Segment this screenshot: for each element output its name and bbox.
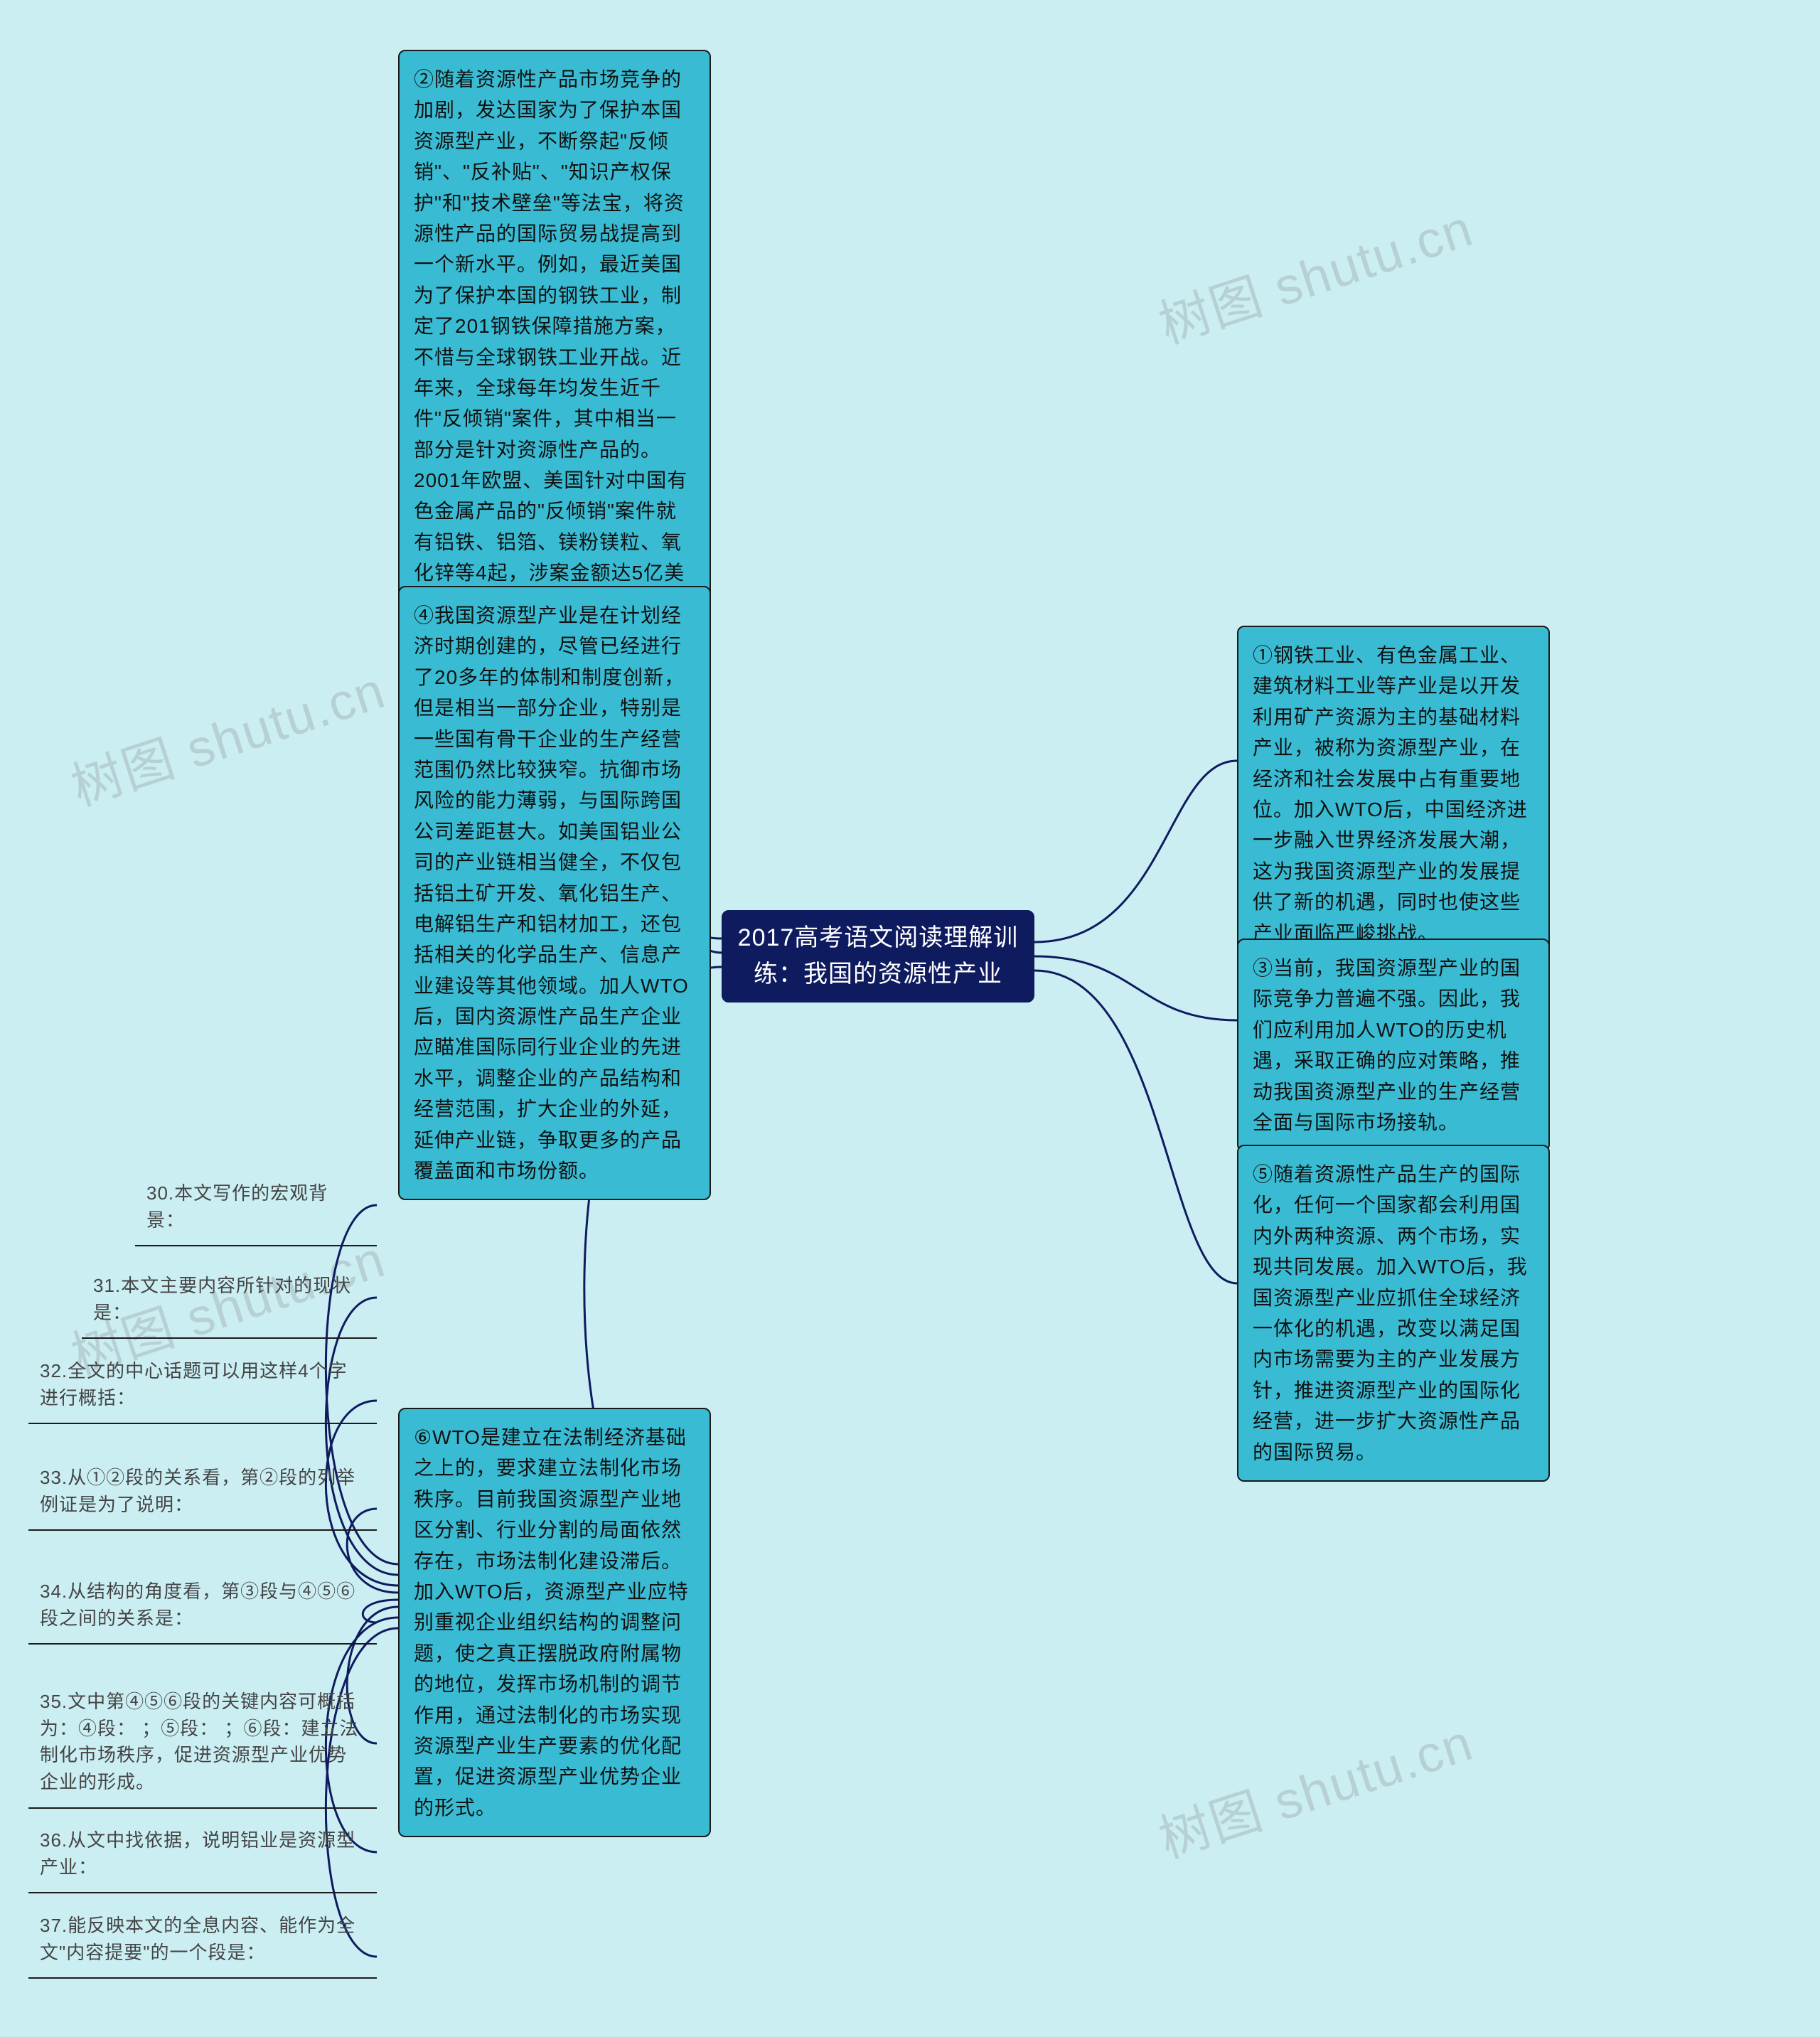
edge-p6-q31 (326, 1298, 398, 1575)
leaf-node-q37: 37.能反映本文的全息内容、能作为全文"内容提要"的一个段是： (28, 1905, 377, 1979)
watermark: 树图 shutu.cn (1148, 1701, 1481, 1872)
branch-node-p5: ⑤随着资源性产品生产的国际化，任何一个国家都会利用国内外两种资源、两个市场，实现… (1237, 1145, 1550, 1482)
leaf-node-q34: 34.从结构的角度看，第③段与④⑤⑥段之间的关系是： (28, 1571, 377, 1645)
branch-node-p4: ④我国资源型产业是在计划经济时期创建的，尽管已经进行了20多年的体制和制度创新，… (398, 586, 711, 1200)
leaf-node-q36: 36.从文中找依据，说明铝业是资源型产业： (28, 1820, 377, 1893)
edge-root-p3 (1034, 956, 1237, 1020)
center-node: 2017高考语文阅读理解训练：我国的资源性产业 (722, 910, 1034, 1003)
leaf-node-q31: 31.本文主要内容所针对的现状是： (82, 1266, 377, 1339)
leaf-node-q35: 35.文中第④⑤⑥段的关键内容可概括为：④段： ；⑤段： ；⑥段：建立法制化市场… (28, 1682, 377, 1809)
leaf-node-q33: 33.从①②段的关系看，第②段的列举例证是为了说明： (28, 1458, 377, 1531)
edge-root-p5 (1034, 971, 1237, 1283)
branch-node-p6: ⑥WTO是建立在法制经济基础之上的，要求建立法制化市场秩序。目前我国资源型产业地… (398, 1408, 711, 1837)
branch-node-p2: ②随着资源性产品市场竞争的加剧，发达国家为了保护本国资源型产业，不断祭起"反倾销… (398, 50, 711, 633)
leaf-node-q32: 32.全文的中心话题可以用这样4个字进行概括： (28, 1351, 377, 1424)
edge-root-p1 (1034, 761, 1237, 942)
branch-node-p1: ①钢铁工业、有色金属工业、建筑材料工业等产业是以开发利用矿产资源为主的基础材料产… (1237, 626, 1550, 963)
mindmap-canvas: 树图 shutu.cn树图 shutu.cn树图 shutu.cn树图 shut… (0, 0, 1820, 2037)
branch-node-p3: ③当前，我国资源型产业的国际竞争力普遍不强。因此，我们应利用加人WTO的历史机遇… (1237, 939, 1550, 1152)
watermark: 树图 shutu.cn (1148, 186, 1481, 358)
leaf-node-q30: 30.本文写作的宏观背景： (135, 1173, 377, 1246)
watermark: 树图 shutu.cn (60, 648, 393, 820)
